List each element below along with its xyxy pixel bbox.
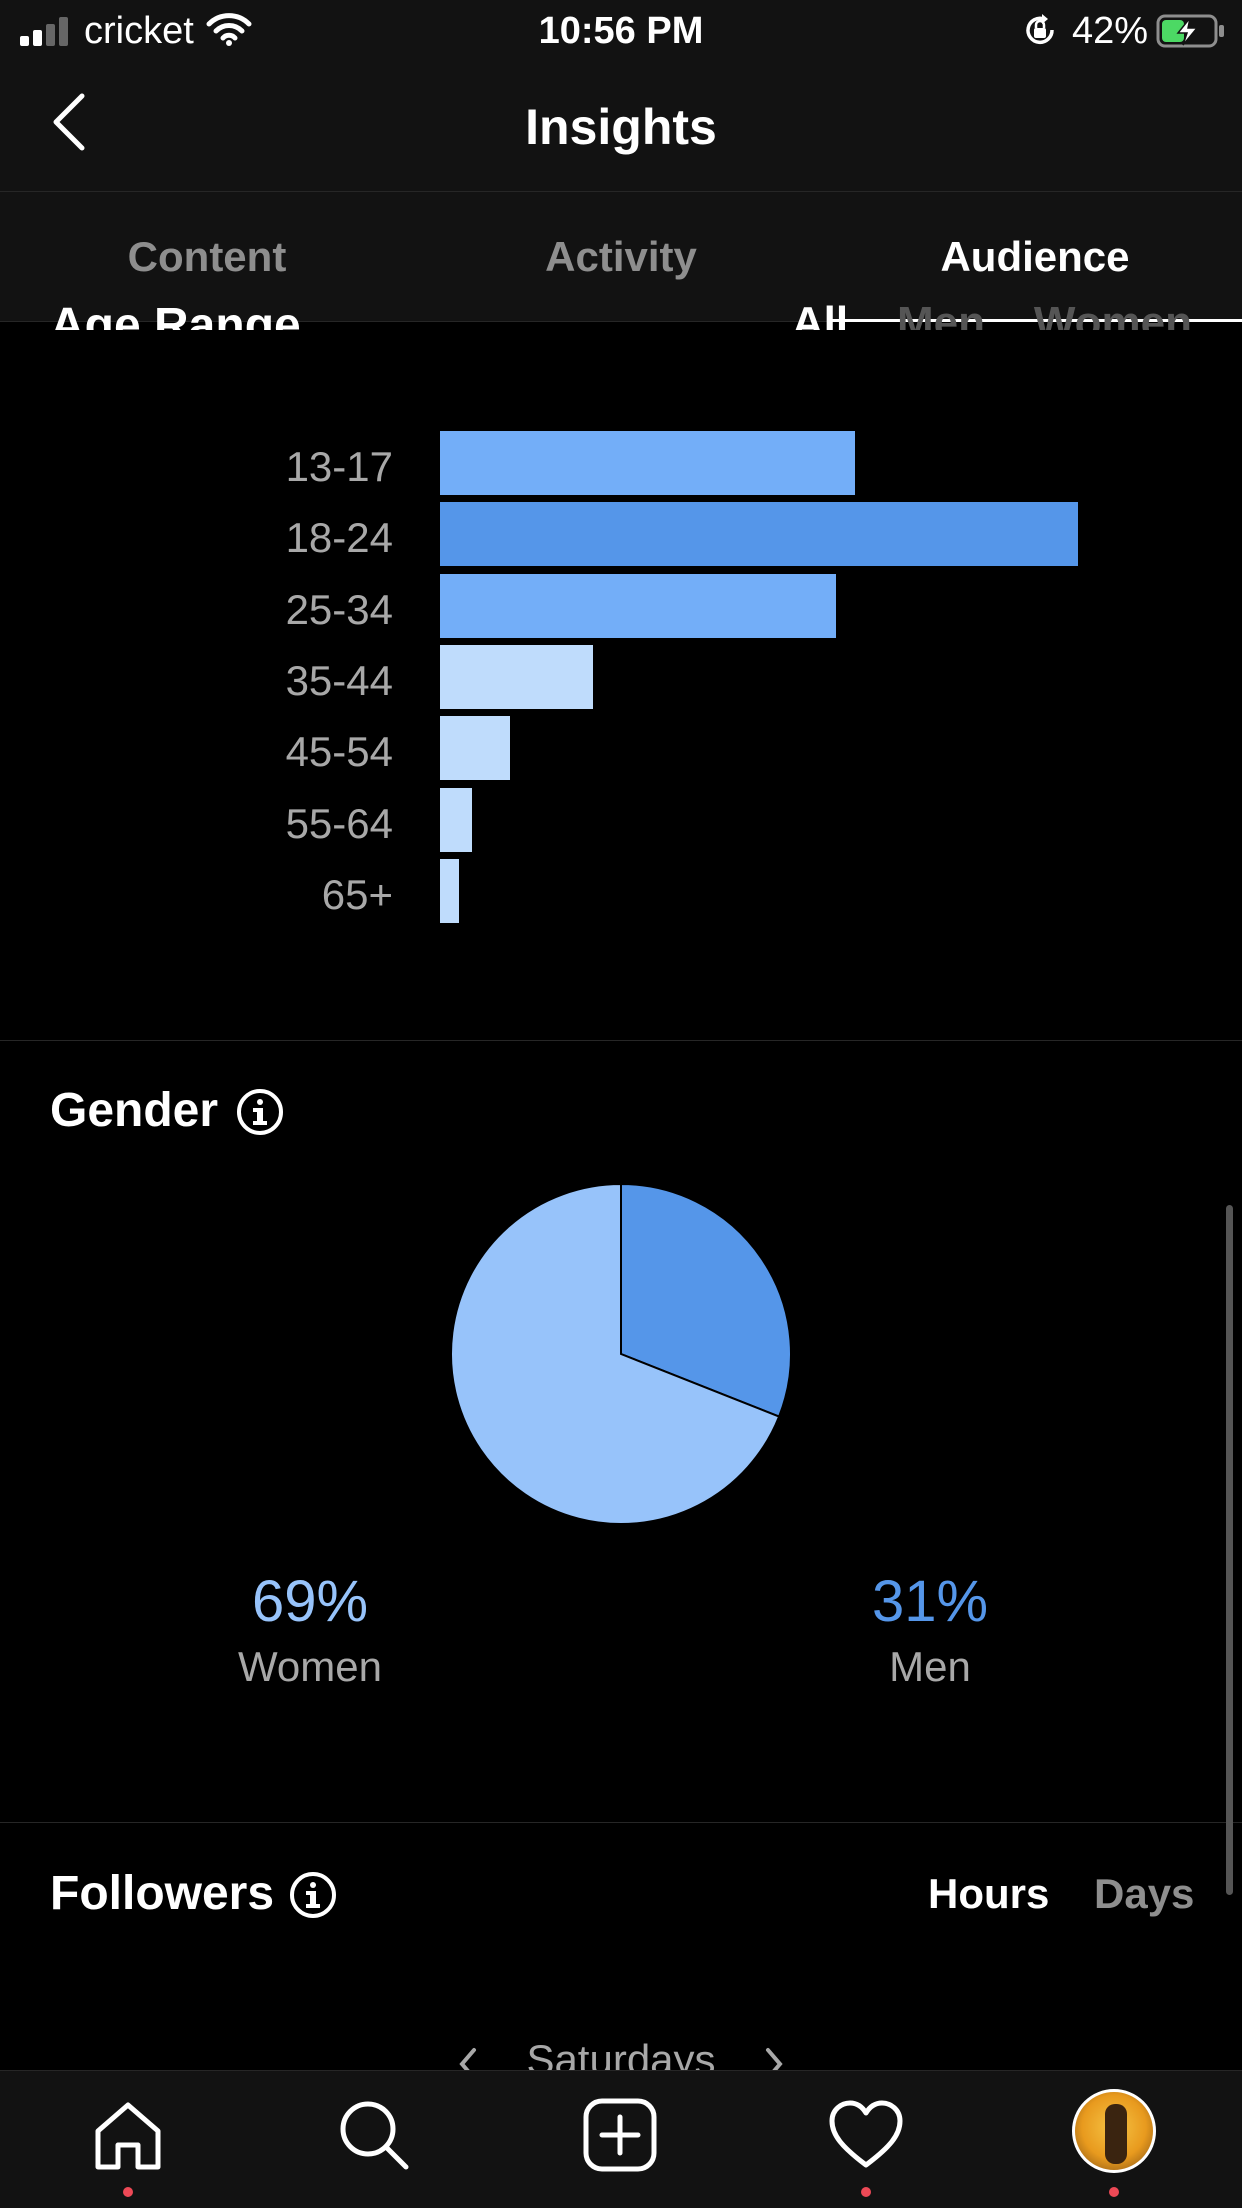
age-range-header: Age Range All Men Women [0,290,1242,330]
followers-info-icon[interactable] [289,1871,337,1919]
home-notification-dot [123,2187,133,2197]
days-toggle[interactable]: Days [1094,1870,1195,1917]
tab-audience[interactable]: Audience [828,192,1242,322]
wifi-icon [206,13,252,46]
hours-toggle[interactable]: Hours [928,1870,1050,1917]
men-label: Men [889,1643,971,1690]
section-divider [0,1822,1242,1823]
age-range-bar [440,716,511,781]
tab-content[interactable]: Content [127,233,287,280]
filter-women[interactable]: Women [1033,298,1192,330]
status-time: 10:56 PM [538,10,704,52]
insights-tabs: Content Activity Audience [0,192,1242,322]
age-range-bar [440,431,855,495]
gender-info-icon[interactable] [236,1088,284,1136]
age-range-tick-label: 18-24 [285,514,393,562]
signal-icon [20,17,68,46]
page-title: Insights [525,99,717,155]
pie-slice-women [450,1183,781,1525]
gender-title: Gender [50,1084,219,1137]
age-range-chart: 13-17 18-24 25-34 35-44 45-54 55-64 65+ [0,420,1242,940]
activity-heart-icon[interactable] [828,2097,904,2173]
new-post-icon[interactable] [582,2097,658,2173]
section-divider [0,1040,1242,1041]
back-button[interactable] [40,90,100,154]
age-range-filters: All Men Women [792,298,1192,330]
women-percentage: 69% [251,1569,369,1634]
age-range-tick-label: 13-17 [285,443,393,490]
age-range-bar [440,502,1078,567]
age-range-tick-label: 55-64 [285,799,393,847]
filter-all[interactable]: All [791,298,849,330]
header: Insights [0,62,1242,192]
battery-charging-icon [1156,14,1224,48]
age-range-title: Age Range [50,299,301,330]
status-bar: cricket 10:56 PM 42% [0,0,1242,62]
age-range-tick-label: 35-44 [285,656,393,704]
carrier-name: cricket [84,10,194,52]
scrollbar[interactable] [1226,1205,1233,1895]
avatar-figure [1105,2104,1127,2164]
women-label: Women [238,1643,382,1690]
profile-notification-dot [1109,2187,1119,2197]
gender-pie-chart [450,1183,792,1525]
search-icon[interactable] [336,2097,412,2173]
age-range-bar [440,644,594,709]
men-percentage: 31% [871,1569,989,1634]
age-range-tick-label: 45-54 [285,728,393,776]
bottom-navigation [0,2070,1242,2208]
age-range-bar [440,787,472,852]
pie-slice-men [620,1183,792,1418]
filter-men[interactable]: Men [897,298,985,330]
rotation-lock-icon [1026,14,1054,45]
tab-activity[interactable]: Activity [545,233,697,280]
age-range-tick-label: 25-34 [285,585,393,633]
age-range-bar [440,858,460,923]
home-icon[interactable] [90,2097,166,2173]
age-range-bar [440,573,836,638]
profile-avatar[interactable] [1072,2089,1156,2173]
age-range-tick-label: 65+ [321,870,393,918]
battery-percentage: 42% [1072,10,1149,52]
followers-title: Followers [50,1867,275,1920]
activity-notification-dot [861,2187,871,2197]
